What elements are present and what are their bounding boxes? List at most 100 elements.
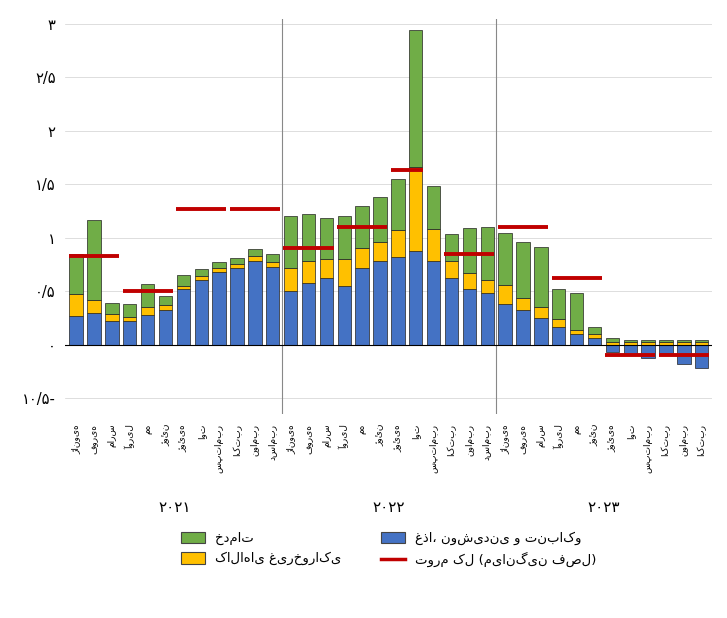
Bar [677, 345, 691, 364]
Bar [141, 315, 154, 345]
Bar [212, 268, 226, 272]
Bar [266, 254, 279, 262]
Bar [158, 297, 172, 305]
Bar [302, 282, 316, 345]
Bar [659, 341, 672, 342]
Text: ۲۰۲۳: ۲۰۲۳ [587, 500, 619, 515]
Bar [158, 310, 172, 345]
Bar [427, 187, 441, 229]
Bar [409, 30, 422, 167]
Bar [695, 345, 708, 368]
Bar [606, 342, 619, 345]
Bar [391, 257, 405, 345]
Bar [87, 313, 101, 345]
Bar [123, 304, 137, 317]
Bar [373, 261, 387, 345]
Bar [570, 329, 583, 334]
Bar [248, 261, 262, 345]
Bar [606, 338, 619, 342]
Bar [70, 294, 83, 316]
Bar [248, 250, 262, 256]
Bar [105, 303, 119, 313]
Bar [391, 230, 405, 257]
Bar [70, 316, 83, 345]
Bar [337, 216, 351, 259]
Legend: خدمات, کالاهای غیرخوراکی, غذا، نوشیدنی و تنباکو, تورم کل (میانگین فصل): خدمات, کالاهای غیرخوراکی, غذا، نوشیدنی و… [174, 525, 603, 574]
Bar [552, 289, 566, 319]
Bar [123, 321, 137, 345]
Bar [445, 261, 458, 278]
Bar [230, 258, 244, 265]
Bar [195, 276, 208, 281]
Bar [552, 319, 566, 328]
Bar [177, 275, 190, 286]
Bar [499, 234, 512, 285]
Bar [516, 297, 530, 310]
Bar [499, 285, 512, 304]
Bar [641, 345, 655, 358]
Bar [445, 234, 458, 261]
Text: ۲۰۲۲: ۲۰۲۲ [373, 500, 405, 515]
Bar [481, 281, 494, 294]
Bar [266, 266, 279, 345]
Bar [624, 341, 637, 342]
Bar [320, 278, 333, 345]
Bar [212, 262, 226, 268]
Bar [534, 307, 547, 318]
Bar [373, 197, 387, 242]
Bar [588, 328, 601, 334]
Bar [427, 229, 441, 261]
Bar [230, 268, 244, 345]
Bar [445, 278, 458, 345]
Bar [284, 268, 297, 291]
Bar [641, 342, 655, 345]
Bar [516, 310, 530, 345]
Bar [462, 228, 476, 273]
Bar [516, 242, 530, 297]
Bar [141, 307, 154, 315]
Bar [87, 219, 101, 300]
Bar [87, 300, 101, 313]
Bar [624, 342, 637, 345]
Bar [462, 289, 476, 345]
Bar [356, 248, 369, 268]
Bar [212, 272, 226, 345]
Bar [677, 341, 691, 342]
Bar [695, 342, 708, 345]
Bar [320, 259, 333, 278]
Bar [481, 294, 494, 345]
Bar [534, 318, 547, 345]
Bar [427, 261, 441, 345]
Bar [641, 341, 655, 342]
Bar [481, 227, 494, 281]
Bar [337, 259, 351, 286]
Text: ۲۰۲۱: ۲۰۲۱ [158, 500, 190, 515]
Bar [606, 345, 619, 352]
Bar [284, 291, 297, 345]
Bar [570, 334, 583, 345]
Bar [248, 256, 262, 261]
Bar [677, 342, 691, 345]
Bar [409, 167, 422, 250]
Bar [195, 269, 208, 276]
Bar [659, 345, 672, 353]
Bar [624, 345, 637, 355]
Bar [177, 286, 190, 289]
Bar [588, 338, 601, 345]
Bar [337, 286, 351, 345]
Bar [177, 289, 190, 345]
Bar [70, 254, 83, 294]
Bar [158, 305, 172, 310]
Bar [320, 218, 333, 259]
Bar [302, 261, 316, 282]
Bar [141, 284, 154, 307]
Bar [284, 216, 297, 268]
Bar [123, 317, 137, 321]
Bar [409, 250, 422, 345]
Bar [195, 281, 208, 345]
Bar [534, 247, 547, 307]
Bar [230, 265, 244, 268]
Bar [462, 273, 476, 289]
Bar [588, 334, 601, 338]
Bar [105, 321, 119, 345]
